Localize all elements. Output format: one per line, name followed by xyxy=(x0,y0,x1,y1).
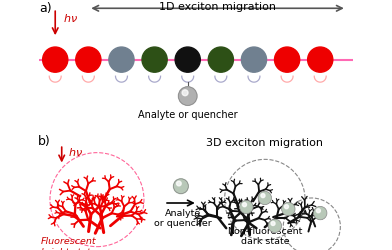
Text: a): a) xyxy=(39,2,52,15)
Circle shape xyxy=(314,206,327,220)
Text: 1D exciton migration: 1D exciton migration xyxy=(159,2,276,12)
Circle shape xyxy=(175,47,200,72)
Circle shape xyxy=(241,47,267,72)
Text: $h\nu$: $h\nu$ xyxy=(69,146,83,158)
Circle shape xyxy=(308,47,333,72)
Circle shape xyxy=(208,47,233,72)
Circle shape xyxy=(274,47,299,72)
Circle shape xyxy=(268,219,281,232)
Circle shape xyxy=(281,202,295,216)
Circle shape xyxy=(43,47,68,72)
Circle shape xyxy=(182,90,188,96)
Circle shape xyxy=(76,47,101,72)
Circle shape xyxy=(109,47,134,72)
Text: Non-fluorescent
dark state: Non-fluorescent dark state xyxy=(227,226,303,246)
Text: b): b) xyxy=(38,135,51,148)
Circle shape xyxy=(243,203,247,207)
Text: 3D exciton migration: 3D exciton migration xyxy=(206,138,323,147)
Circle shape xyxy=(240,200,253,214)
Circle shape xyxy=(178,87,197,105)
Circle shape xyxy=(261,194,265,198)
Circle shape xyxy=(285,205,289,209)
Text: Fluorescent
bright state: Fluorescent bright state xyxy=(40,237,96,250)
Circle shape xyxy=(142,47,167,72)
Circle shape xyxy=(174,179,188,194)
Text: Analyte
or quencher: Analyte or quencher xyxy=(154,209,211,229)
Text: Analyte or quencher: Analyte or quencher xyxy=(138,110,238,120)
Circle shape xyxy=(316,209,320,213)
Circle shape xyxy=(271,222,275,226)
Text: $h\nu$: $h\nu$ xyxy=(62,12,78,24)
Circle shape xyxy=(176,181,181,186)
Circle shape xyxy=(258,191,272,205)
